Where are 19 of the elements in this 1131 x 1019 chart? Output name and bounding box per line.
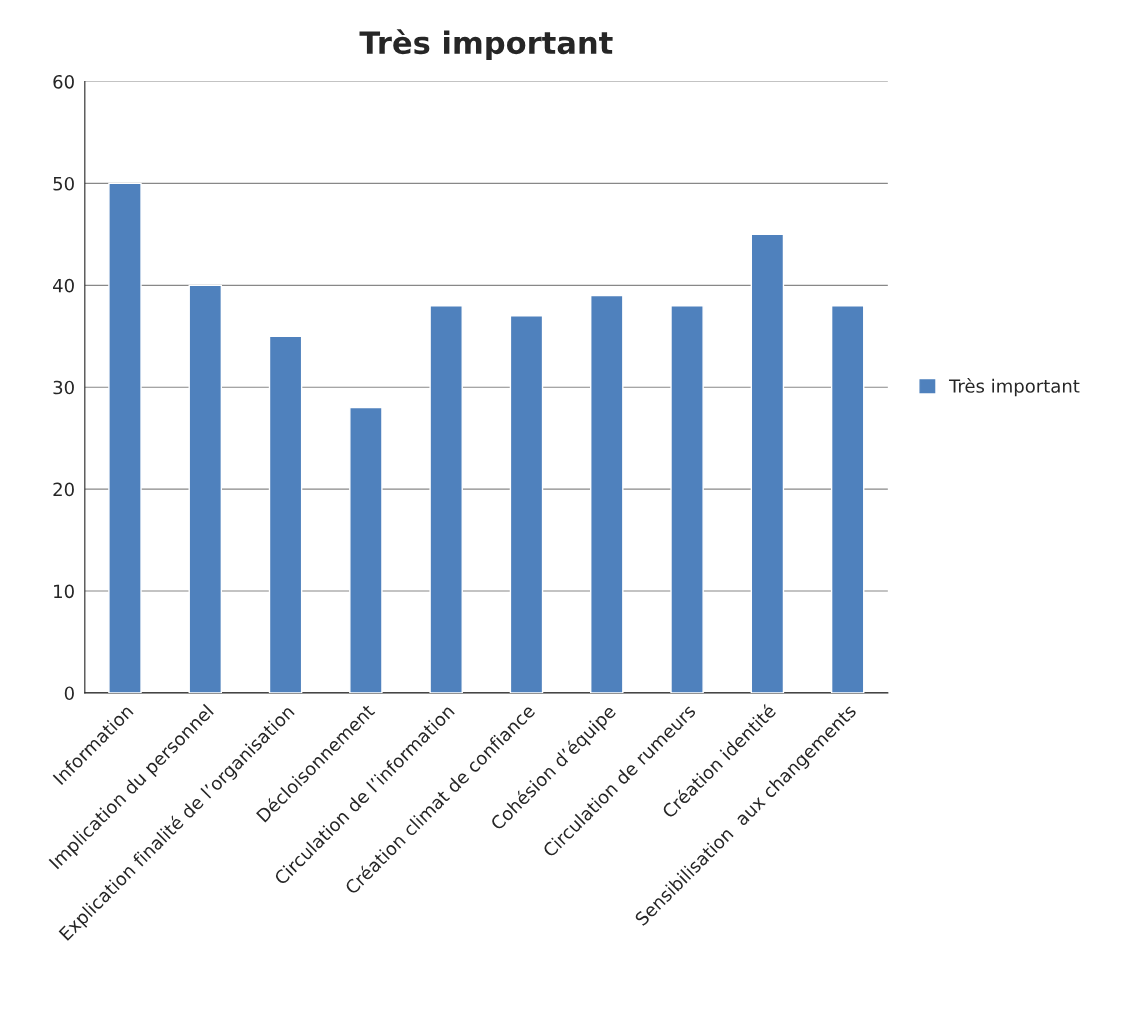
y-tick-label: 60: [53, 74, 74, 89]
bar: [830, 305, 865, 693]
bar: [509, 315, 544, 693]
bar: [429, 305, 463, 693]
y-tick-label: 10: [54, 584, 74, 599]
bar: [590, 294, 624, 693]
y-tick-label: 40: [53, 278, 74, 293]
y-tick-label: 30: [53, 380, 74, 395]
bar: [349, 406, 383, 693]
bar: [750, 233, 785, 693]
bar: [670, 305, 704, 693]
y-tick-label: 20: [53, 482, 74, 497]
y-tick-label: 50: [53, 176, 74, 191]
legend-label: Très important: [948, 378, 1080, 397]
bar: [108, 182, 142, 693]
y-tick-label: 0: [64, 686, 74, 701]
chart-title: Très important: [359, 29, 613, 61]
bar: [268, 335, 303, 693]
bar: [188, 284, 223, 693]
